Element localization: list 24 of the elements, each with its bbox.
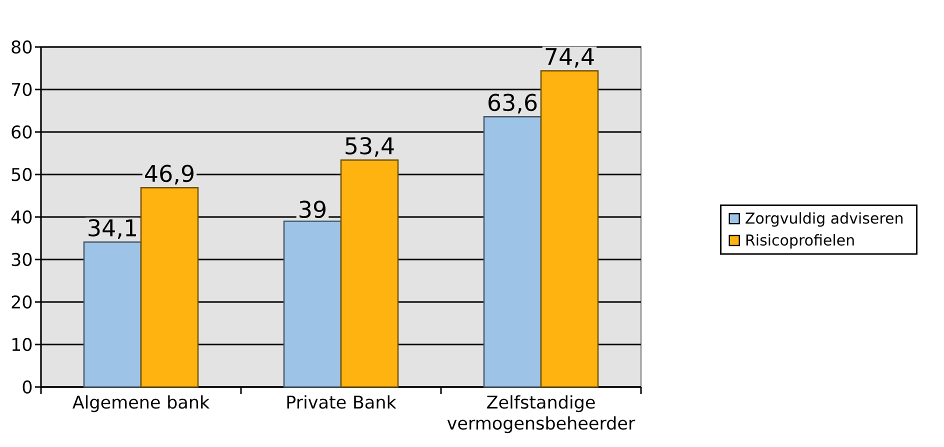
y-tick-label: 10 xyxy=(12,338,32,352)
y-tick-label: 20 xyxy=(12,295,32,309)
x-tick-label: Algemene bank xyxy=(72,395,210,412)
data-label: 53,4 xyxy=(346,137,394,157)
y-tick-label: 40 xyxy=(11,210,32,224)
x-tick-label: Zelfstandige vermogensbeheerder xyxy=(447,395,636,434)
data-label: 63,6 xyxy=(488,94,537,114)
data-label: 39 xyxy=(300,200,326,218)
y-tick-label: 70 xyxy=(12,82,32,96)
bar xyxy=(140,187,199,388)
data-label: 46,9 xyxy=(145,164,194,184)
y-tick-label: 30 xyxy=(12,252,32,266)
legend-label: Risicoprofielen xyxy=(746,234,854,249)
data-label: 34,1 xyxy=(88,219,136,239)
bar xyxy=(540,70,599,388)
y-tick-label: 60 xyxy=(12,125,32,139)
y-tick-label: 80 xyxy=(12,40,32,54)
y-tick-label: 0 xyxy=(22,380,32,394)
y-tick-label: 50 xyxy=(12,168,32,182)
data-label: 74,4 xyxy=(546,48,594,68)
bar xyxy=(83,241,142,388)
x-tick-label: Private Bank xyxy=(287,395,396,409)
legend-label: Zorgvuldig adviseren xyxy=(746,212,902,227)
bar xyxy=(283,220,342,388)
